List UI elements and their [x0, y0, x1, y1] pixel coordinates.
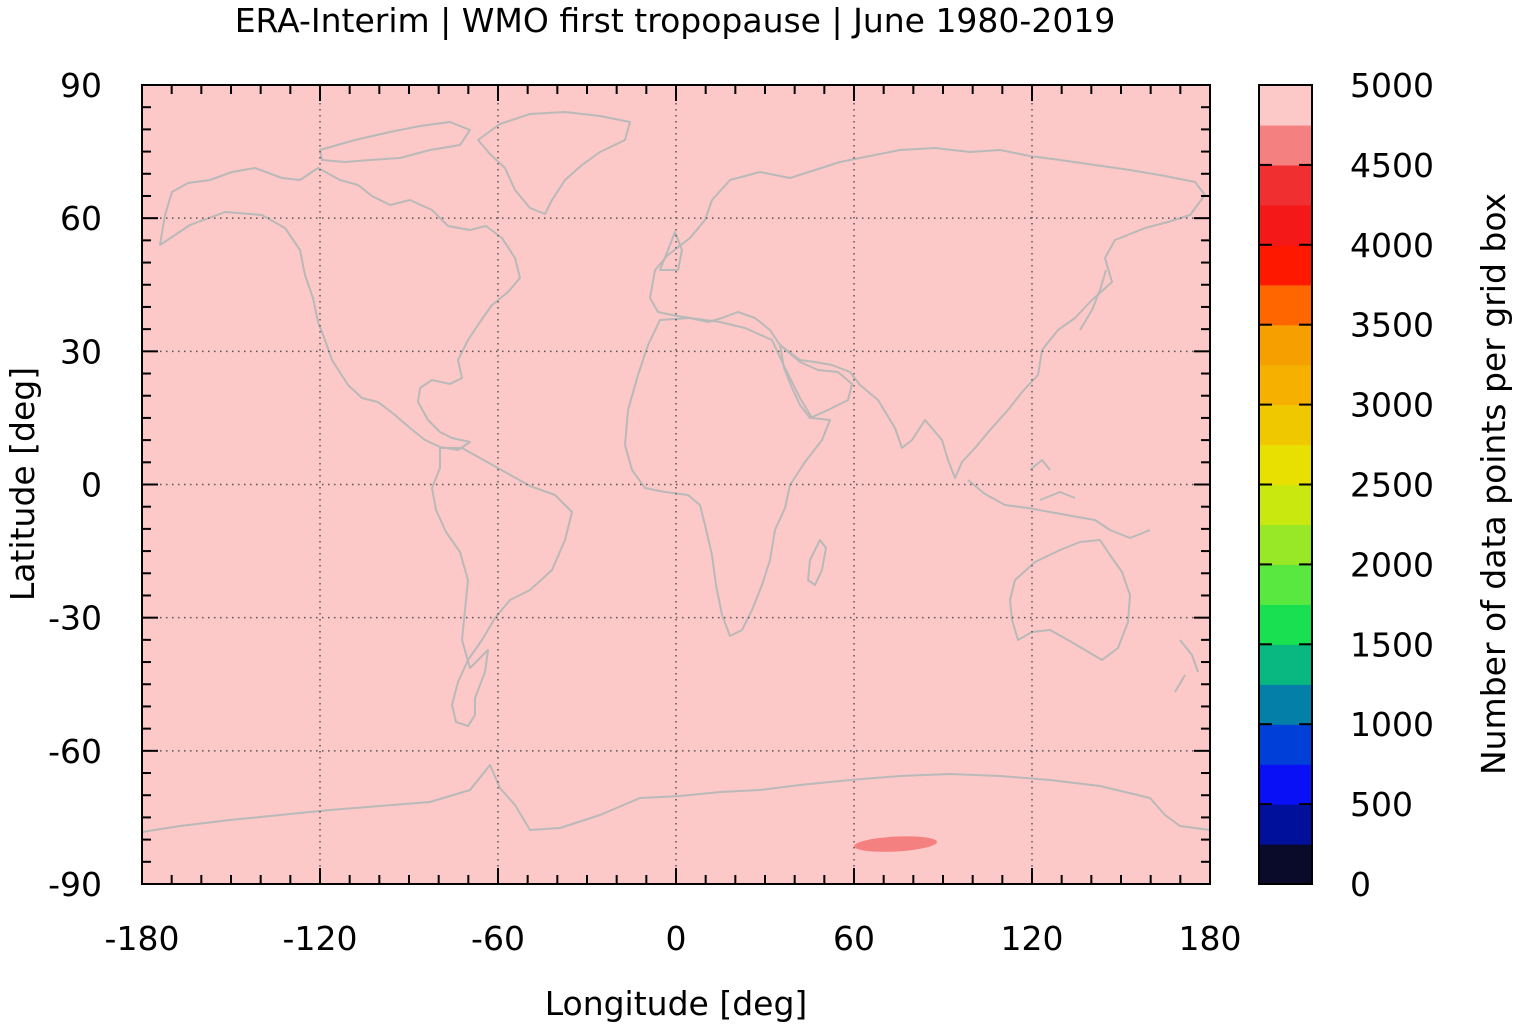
y-tick-label: 0 — [81, 466, 102, 505]
colorbar-segment — [1259, 204, 1312, 246]
colorbar-segment — [1259, 364, 1312, 406]
chart-title: ERA-Interim | WMO first tropopause | Jun… — [235, 1, 1116, 40]
colorbar-tick-label: 0 — [1350, 865, 1371, 904]
colorbar-label: Number of data points per grid box — [1474, 193, 1513, 775]
colorbar-tick-label: 1500 — [1350, 625, 1434, 664]
colorbar-tick-label: 4000 — [1350, 226, 1434, 265]
coastline-british-isles — [659, 231, 683, 271]
coastlines — [141, 111, 1211, 833]
coastline-eurasia — [649, 147, 1206, 479]
heatmap-anomalies — [854, 836, 938, 852]
coastline-new-zealand — [1174, 639, 1199, 693]
colorbar-tick-label: 500 — [1350, 785, 1413, 824]
colorbar-segment — [1259, 484, 1312, 526]
y-tick-label: 90 — [60, 66, 102, 105]
coastline-australia — [1009, 539, 1131, 661]
coastline-arctic-islands — [319, 121, 471, 163]
colorbar-frame — [1258, 84, 1313, 885]
y-tick-label: -60 — [48, 732, 102, 771]
colorbar-segment — [1259, 404, 1312, 446]
y-tick-label: 30 — [60, 332, 102, 371]
colorbar-segment — [1259, 124, 1312, 166]
coastline-north-america — [159, 167, 521, 451]
x-tick-label: 180 — [1179, 919, 1242, 958]
plot-frame — [141, 84, 1211, 885]
coastline-antarctica — [141, 764, 1211, 833]
colorbar-segment — [1259, 684, 1312, 725]
coastline-arabia — [779, 344, 853, 419]
colorbar-tick-label: 3500 — [1350, 306, 1434, 345]
coastline-maritime-continent — [967, 459, 1151, 539]
colorbar-segment — [1259, 524, 1312, 565]
colorbar-segment — [1259, 764, 1312, 805]
plot-ticks — [141, 84, 1211, 885]
x-tick-label: -60 — [471, 919, 525, 958]
coastline-south-america — [431, 447, 573, 727]
colorbar-tick-label: 5000 — [1350, 66, 1434, 105]
coastline-greenland — [477, 111, 631, 215]
x-tick-label: -180 — [105, 919, 180, 958]
grid — [142, 85, 1210, 884]
plot-area — [141, 84, 1211, 885]
x-tick-label: -120 — [283, 919, 358, 958]
y-tick-label: -90 — [48, 865, 102, 904]
colorbar-tick-label: 3000 — [1350, 386, 1434, 425]
colorbar-segment — [1259, 844, 1312, 885]
colorbar: 5000450040003500300025002000150010005000… — [1258, 66, 1513, 904]
x-tick-label: 0 — [666, 919, 687, 958]
colorbar-segment — [1259, 324, 1312, 366]
colorbar-tick-label: 1000 — [1350, 705, 1434, 744]
colorbar-segment — [1259, 644, 1312, 685]
colorbar-segment — [1259, 244, 1312, 286]
colorbar-segment — [1259, 724, 1312, 765]
x-tick-labels: -180 -120 -60 0 60 120 180 — [105, 919, 1242, 958]
colorbar-segment — [1259, 444, 1312, 486]
colorbar-tick-label: 2500 — [1350, 466, 1434, 505]
y-axis-label: Latitude [deg] — [3, 367, 42, 601]
y-tick-labels: 90 60 30 0 -30 -60 -90 — [48, 66, 102, 904]
y-tick-label: -30 — [48, 599, 102, 638]
colorbar-segment — [1259, 604, 1312, 645]
x-tick-label: 120 — [1001, 919, 1064, 958]
colorbar-segment — [1259, 85, 1312, 126]
x-axis-label: Longitude [deg] — [545, 984, 808, 1023]
y-tick-label: 60 — [60, 199, 102, 238]
anomaly-region-0 — [854, 836, 938, 852]
coastline-madagascar — [807, 539, 827, 586]
x-tick-label: 60 — [833, 919, 875, 958]
colorbar-segment — [1259, 284, 1312, 326]
coastline-africa — [624, 317, 831, 637]
colorbar-segment — [1259, 804, 1312, 845]
colorbar-segment — [1259, 564, 1312, 605]
coastline-japan — [1079, 269, 1107, 331]
colorbar-segments — [1259, 85, 1312, 885]
colorbar-tick-label: 4500 — [1350, 146, 1434, 185]
colorbar-tick-label: 2000 — [1350, 545, 1434, 584]
colorbar-segment — [1259, 164, 1312, 206]
